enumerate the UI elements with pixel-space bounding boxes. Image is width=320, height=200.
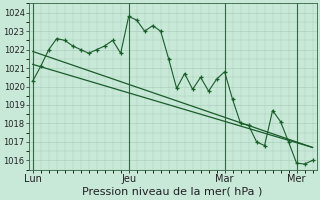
X-axis label: Pression niveau de la mer( hPa ): Pression niveau de la mer( hPa ) [83, 187, 263, 197]
